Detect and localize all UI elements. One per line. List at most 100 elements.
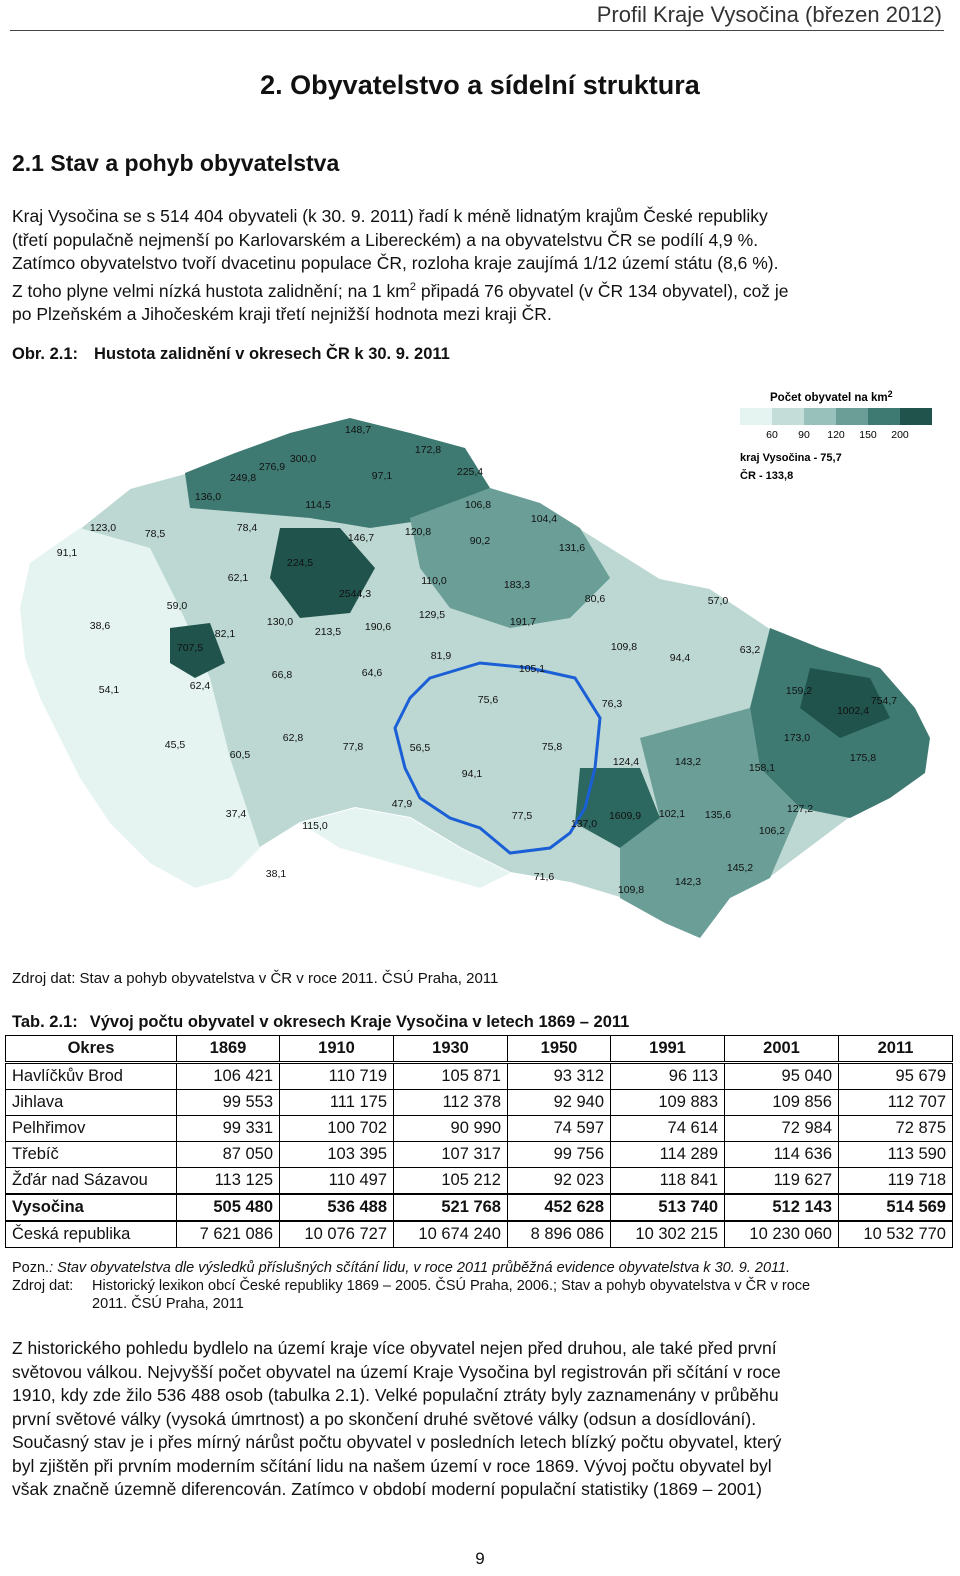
table-cell-value: 505 480 [175, 1193, 281, 1222]
district-density-label: 104,4 [531, 513, 557, 525]
district-density-label: 78,4 [237, 522, 258, 534]
legend-tick: 90 [798, 429, 810, 441]
table-cell-value: 103 395 [279, 1141, 395, 1168]
source-label: Zdroj dat: [12, 1278, 74, 1294]
table-cell-value: 95 040 [724, 1062, 839, 1090]
table-note: Pozn.: Stav obyvatelstva dle výsledků př… [12, 1259, 940, 1277]
table-row: Vysočina 505 480 536 488 521 768 452 628 513 … [5, 1193, 953, 1222]
closing-line: světovou válkou. Nejvyšší počet obyvatel… [12, 1361, 781, 1382]
table-cell-value: 92 940 [506, 1089, 612, 1116]
table-cell-value: 536 488 [279, 1193, 395, 1222]
table-cell-value: 112 707 [838, 1089, 953, 1116]
district-density-label: 64,6 [362, 667, 383, 679]
table-label: Tab. 2.1: [12, 1013, 78, 1031]
column-header-year: 1910 [279, 1035, 395, 1064]
district-density-label: 707,5 [177, 642, 203, 654]
district-density-label: 76,3 [602, 698, 623, 710]
legend-swatch [868, 408, 900, 425]
district-density-label: 94,4 [670, 652, 691, 664]
table-cell-value: 105 871 [393, 1062, 508, 1090]
table-cell-value: 512 143 [724, 1193, 839, 1222]
district-density-label: 97,1 [372, 470, 393, 482]
prague-zone [270, 528, 375, 618]
column-header-year: 1930 [393, 1035, 508, 1064]
district-density-label: 91,1 [57, 547, 78, 559]
table-cell-value: 72 984 [724, 1115, 839, 1142]
table-cell-value: 107 317 [393, 1141, 508, 1168]
legend-note-cr: ČR - 133,8 [740, 469, 793, 482]
table-cell-value: 109 856 [724, 1089, 839, 1116]
table-cell-value: 106 421 [175, 1062, 281, 1090]
table-cell-value: 8 896 086 [506, 1220, 612, 1248]
intro-line: po Plzeňském a Jihočeském kraji třetí ne… [12, 303, 552, 324]
district-density-label: 81,9 [431, 650, 452, 662]
district-density-label: 54,1 [99, 684, 120, 696]
source-line-2: 2011. ČSÚ Praha, 2011 [92, 1296, 244, 1312]
table-cell-value: 99 331 [175, 1115, 281, 1142]
district-density-label: 158,1 [749, 762, 775, 774]
district-density-label: 115,0 [302, 820, 328, 832]
table-row: Žďár nad Sázavou 113 125 110 497 105 212 92 … [5, 1167, 953, 1195]
table-cell-value: 109 883 [610, 1089, 726, 1116]
district-density-label: 300,0 [290, 453, 316, 465]
district-density-label: 106,2 [759, 825, 785, 837]
table-caption: Tab. 2.1: Vývoj počtu obyvatel v okresech… [12, 1013, 629, 1032]
note-text: : Stav obyvatelstva dle výsledků přísluš… [49, 1260, 791, 1276]
intro-line: Zatímco obyvatelstvo tvoří dvacetinu pop… [12, 253, 779, 273]
table-row: Jihlava 99 553 111 175 112 378 92 940 109 883… [5, 1089, 953, 1116]
table-cell-value: 521 768 [393, 1193, 508, 1222]
table-cell-district: Třebíč [5, 1141, 177, 1168]
district-density-label: 183,3 [504, 579, 530, 591]
table-cell-value: 119 627 [724, 1167, 839, 1195]
column-header-year: 2001 [724, 1035, 839, 1064]
table-source: Zdroj dat: Historický lexikon obcí České … [12, 1277, 940, 1295]
intro-line: Kraj Vysočina se s 514 404 obyvateli (k … [12, 206, 768, 226]
district-density-label: 213,5 [315, 626, 341, 638]
table-cell-district: Žďár nad Sázavou [5, 1167, 177, 1195]
district-labels: 148,7 172,8 276,9 300,0 249,8 225,4 136,0 97,1 1… [57, 424, 898, 896]
district-density-label: 62,1 [228, 572, 249, 584]
table-cell-district: Vysočina [5, 1193, 177, 1222]
table-cell-district: Jihlava [5, 1089, 177, 1116]
legend-swatch [804, 408, 836, 425]
district-density-label: 71,6 [534, 871, 555, 883]
district-density-label: 130,0 [267, 616, 293, 628]
district-density-label: 62,4 [190, 680, 211, 692]
district-density-label: 1609,9 [609, 810, 641, 822]
south-moravia-zone [620, 708, 800, 938]
district-density-label: 159,2 [786, 685, 812, 697]
table-row: Česká republika 7 621 086 10 076 727 10 674… [5, 1220, 953, 1248]
district-density-label: 146,7 [348, 532, 374, 544]
legend-note-vysocina: kraj Vysočina - 75,7 [740, 452, 842, 464]
table-cell-value: 10 230 060 [724, 1220, 839, 1248]
table-cell-district: Havlíčkův Brod [5, 1062, 177, 1090]
district-density-label: 57,0 [708, 595, 729, 607]
district-density-label: 63,2 [740, 644, 761, 656]
column-header-year: 1950 [506, 1035, 612, 1064]
column-header-year: 1869 [175, 1035, 281, 1064]
district-density-label: 124,4 [613, 756, 639, 768]
brno-zone [575, 768, 660, 848]
column-header-year: 1991 [610, 1035, 726, 1064]
source-line-1: Historický lexikon obcí České republiky … [92, 1278, 811, 1294]
district-density-label: 191,7 [510, 616, 536, 628]
table-cell-value: 110 719 [279, 1062, 395, 1090]
district-density-label: 80,6 [585, 593, 606, 605]
legend-swatch [772, 408, 804, 425]
figure-source: Zdroj dat: Stav a pohyb obyvatelstva v Č… [12, 970, 499, 987]
legend-tick: 120 [827, 429, 845, 441]
district-density-label: 123,0 [90, 522, 116, 534]
table-cell-value: 72 875 [838, 1115, 953, 1142]
district-density-label: 2544,3 [339, 588, 371, 600]
district-density-label: 114,5 [305, 499, 331, 511]
column-header-year: 2011 [838, 1035, 953, 1064]
closing-line: Současný stav je i přes mírný nárůst poč… [12, 1432, 782, 1452]
district-density-label: 38,1 [266, 868, 287, 880]
legend-tick: 200 [891, 429, 909, 441]
district-density-label: 135,6 [705, 809, 731, 821]
table-cell-value: 96 113 [610, 1062, 726, 1090]
district-density-label: 145,2 [727, 862, 753, 874]
legend-swatch [836, 408, 868, 425]
population-density-map: Počet obyvatel na km2 60 90 120 150 200 kraj… [18, 389, 932, 940]
table-cell-value: 10 302 215 [610, 1220, 726, 1248]
